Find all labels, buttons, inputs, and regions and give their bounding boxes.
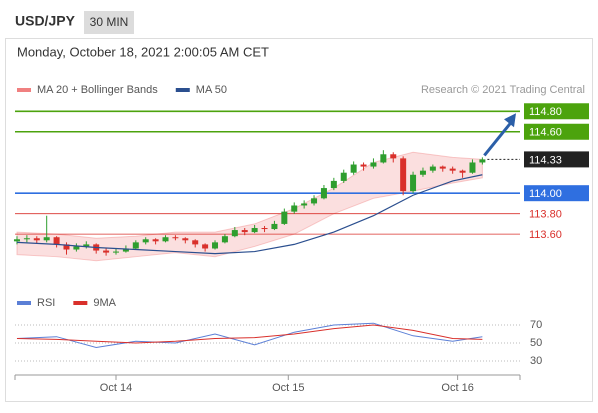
candle-body xyxy=(63,244,70,250)
level-box xyxy=(524,123,589,140)
candle-body xyxy=(311,198,318,204)
candle-body xyxy=(400,158,407,192)
candle-body xyxy=(479,159,486,163)
candle-body xyxy=(73,246,80,250)
x-tick-label: Oct 15 xyxy=(272,382,304,394)
panel xyxy=(5,38,593,402)
candle-body xyxy=(360,164,367,167)
legend-swatch xyxy=(17,301,31,305)
timeframe: 30 MIN xyxy=(90,15,129,29)
level-box xyxy=(524,103,589,120)
candle-body xyxy=(113,251,119,253)
candle-body xyxy=(43,237,50,241)
candle-body xyxy=(103,250,110,253)
target-arrow xyxy=(483,120,514,157)
candle-body xyxy=(419,170,426,175)
source: Research © 2021 Trading Central xyxy=(421,84,585,96)
candle-body xyxy=(33,238,40,241)
indicator-line xyxy=(16,324,483,344)
legend-swatch xyxy=(73,301,88,305)
level-label: 113.60 xyxy=(529,229,562,241)
y-tick-label: 50 xyxy=(530,337,542,349)
candle-body xyxy=(410,174,417,192)
candle-body xyxy=(202,244,209,249)
candle-body xyxy=(241,230,248,233)
x-tick-label: Oct 16 xyxy=(441,382,473,394)
candle-body xyxy=(350,164,357,173)
candle-body xyxy=(429,166,436,171)
level-label: 114.00 xyxy=(529,188,562,200)
candle-body xyxy=(459,170,466,173)
candle-body xyxy=(330,180,337,189)
candle-body xyxy=(261,228,268,230)
bollinger-band xyxy=(16,151,483,262)
timeframe-badge xyxy=(84,11,134,34)
level-label: 114.33 xyxy=(529,154,562,166)
candle-body xyxy=(192,240,199,245)
candle-body xyxy=(301,203,308,206)
level-label: 114.60 xyxy=(529,127,562,139)
legend-swatch xyxy=(175,88,190,92)
candle-body xyxy=(221,236,228,243)
level-label: 114.80 xyxy=(529,106,562,118)
candle-body xyxy=(251,228,258,233)
candle-body xyxy=(231,230,238,237)
legend-label: MA 50 xyxy=(196,84,227,96)
candle-body xyxy=(320,188,327,199)
y-tick-label: 30 xyxy=(530,355,542,367)
candle-body xyxy=(53,237,60,245)
candle-body xyxy=(212,242,219,249)
indicator-line xyxy=(16,322,483,349)
candle-body xyxy=(439,166,446,169)
candle-body xyxy=(340,172,347,181)
target-arrowhead xyxy=(504,113,516,128)
candle-body xyxy=(122,248,129,252)
candle-body xyxy=(281,211,288,224)
candle-body xyxy=(132,242,139,249)
candle-body xyxy=(182,238,189,241)
candle-body xyxy=(370,162,377,167)
ma50-line xyxy=(16,174,483,255)
candle-body xyxy=(469,162,476,173)
candle-body xyxy=(23,238,30,240)
candle-body xyxy=(142,239,149,243)
symbol: USD/JPY xyxy=(15,13,76,29)
candle-body xyxy=(390,154,397,159)
legend-label: 9MA xyxy=(93,297,116,309)
x-tick-label: Oct 14 xyxy=(100,382,132,394)
candle-body xyxy=(152,239,159,242)
legend-swatch xyxy=(17,88,31,92)
level-box xyxy=(524,185,589,202)
y-tick-label: 70 xyxy=(530,319,542,331)
legend-label: MA 20 + Bollinger Bands xyxy=(37,84,158,96)
candle-body xyxy=(13,239,20,242)
candle-body xyxy=(162,237,169,242)
candle-body xyxy=(83,244,90,247)
candle-body xyxy=(291,205,298,212)
candle-body xyxy=(449,168,456,171)
datetime: Monday, October 18, 2021 2:00:05 AM CET xyxy=(17,44,269,59)
candle-body xyxy=(380,154,387,163)
level-label: 113.80 xyxy=(529,209,562,221)
level-box xyxy=(524,151,589,168)
legend-label: RSI xyxy=(37,297,55,309)
candle-body xyxy=(172,237,179,239)
candle-body xyxy=(271,223,278,230)
